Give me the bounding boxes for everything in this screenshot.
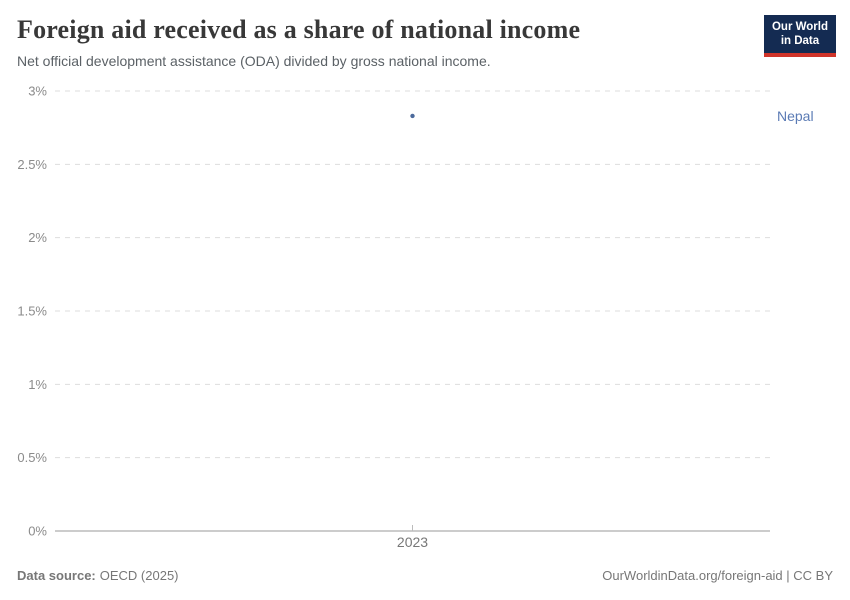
x-tick-label: 2023 — [397, 534, 428, 550]
entity-label-nepal: Nepal — [777, 108, 814, 124]
y-tick-label: 0% — [28, 524, 47, 539]
y-tick-label: 2.5% — [17, 157, 47, 172]
y-tick-label: 1.5% — [17, 304, 47, 319]
y-tick-label: 3% — [28, 84, 47, 99]
data-source-value: OECD (2025) — [99, 568, 179, 583]
owid-logo-line1: Our World — [771, 21, 828, 33]
y-tick-label: 0.5% — [17, 450, 47, 465]
chart-footer: Data source: OECD (2025) OurWorldinData.o… — [17, 568, 833, 583]
chart-header: Foreign aid received as a share of natio… — [17, 14, 750, 70]
data-point-nepal[interactable] — [410, 113, 415, 119]
chart-subtitle: Net official development assistance (ODA… — [17, 53, 491, 70]
y-tick-label: 2% — [28, 230, 47, 245]
owid-logo: Our World in Data — [763, 15, 836, 57]
footer-link[interactable]: OurWorldinData.org/foreign-aid | CC BY — [602, 568, 833, 583]
chart-title: Foreign aid received as a share of natio… — [17, 15, 581, 44]
owid-logo-line2: in Data — [780, 35, 820, 48]
data-source-label: Data source: — [17, 568, 96, 583]
y-tick-label: 1% — [28, 377, 47, 392]
data-source: Data source: OECD (2025) — [17, 568, 179, 583]
footer-citation: OurWorldinData.org/foreign-aid | CC BY — [602, 568, 833, 583]
